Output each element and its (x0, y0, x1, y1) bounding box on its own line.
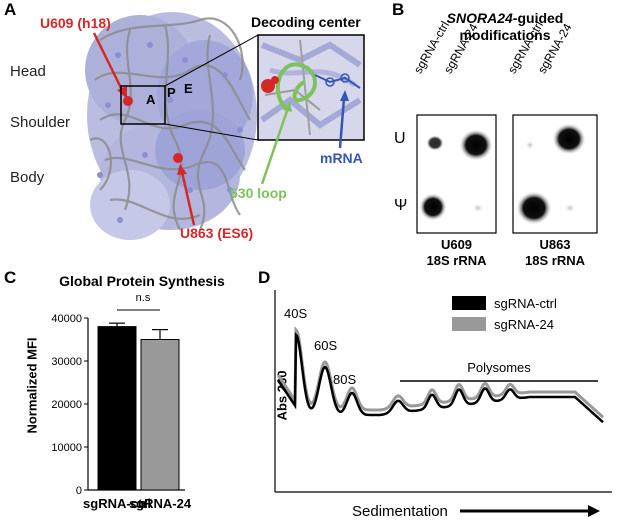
u863-site (173, 153, 183, 163)
title-line2: modifications (459, 27, 551, 43)
blot-caption-2: U863 18S rRNA (513, 237, 597, 269)
row-label-u: U (394, 130, 406, 147)
chart-c-sig: n.s (135, 292, 151, 304)
site-a: A (146, 92, 156, 107)
loop-label: 530 loop (230, 185, 287, 201)
decoding-inset (257, 34, 365, 141)
mrna-label: mRNA (320, 150, 363, 166)
region-body: Body (10, 169, 45, 186)
caption1-site: U609 (440, 237, 473, 252)
inset-title: Decoding center (251, 14, 361, 30)
rrna-strands (89, 17, 251, 231)
peak-label: 80S (333, 372, 356, 387)
peak-label: 60S (314, 338, 337, 353)
mrna-arrow (338, 97, 346, 149)
caption2-site: U863 (539, 237, 571, 252)
legend-label: sgRNA-24 (494, 317, 554, 332)
y-tick-label: 20000 (51, 399, 82, 411)
title-gene: SNORA24 (446, 10, 513, 26)
site-e: E (184, 81, 193, 96)
decoding-box (120, 85, 166, 125)
panel-b-title: SNORA24-guided modifications (420, 10, 590, 44)
bar-sgRNA-24 (140, 339, 180, 491)
polysome-label: Polysomes (467, 360, 531, 375)
y-tick-label: 40000 (51, 313, 82, 325)
chart-c-title: Global Protein Synthesis (59, 273, 225, 289)
y-tick-label: 10000 (51, 442, 82, 454)
u609-arrow (92, 32, 125, 93)
x-tick-label: sgRNA-24 (129, 496, 192, 511)
site-p: P (167, 85, 176, 100)
y-tick-label: 0 (76, 485, 82, 497)
region-head: Head (10, 63, 46, 80)
u609-label: U609 (h18) (40, 15, 111, 31)
panel-a-label: A (4, 0, 17, 19)
panel-c-label: C (4, 268, 17, 287)
y-tick-label: 30000 (51, 356, 82, 368)
arrow-head (588, 505, 600, 517)
u609-site (123, 96, 133, 106)
blot-caption-1: U609 18S rRNA (417, 237, 496, 269)
panel-d-label: D (258, 268, 271, 287)
title-suffix: -guided (512, 10, 564, 26)
chart-d-xlabel: Sedimentation (352, 503, 448, 520)
rrna-dots (97, 42, 243, 223)
caption1-rrna: 18S rRNA (426, 253, 487, 268)
row-label-psi: Ψ (394, 197, 408, 214)
peak-label: 40S (284, 306, 307, 321)
caption2-rrna: 18S rRNA (525, 253, 585, 268)
u863-arrow (180, 171, 196, 226)
x-tick-label: sgRNA-ctrl (83, 496, 151, 511)
legend-swatch (452, 317, 486, 331)
u863-label: U863 (ES6) (180, 225, 254, 241)
legend-label: sgRNA-ctrl (494, 296, 557, 311)
panel-b-label: B (392, 0, 405, 19)
region-shoulder: Shoulder (10, 114, 71, 131)
loop-arrow (260, 107, 290, 185)
legend-swatch (452, 296, 486, 310)
bar-sgRNA-ctrl (97, 326, 137, 491)
series-sgRNA-ctrl (276, 331, 604, 424)
